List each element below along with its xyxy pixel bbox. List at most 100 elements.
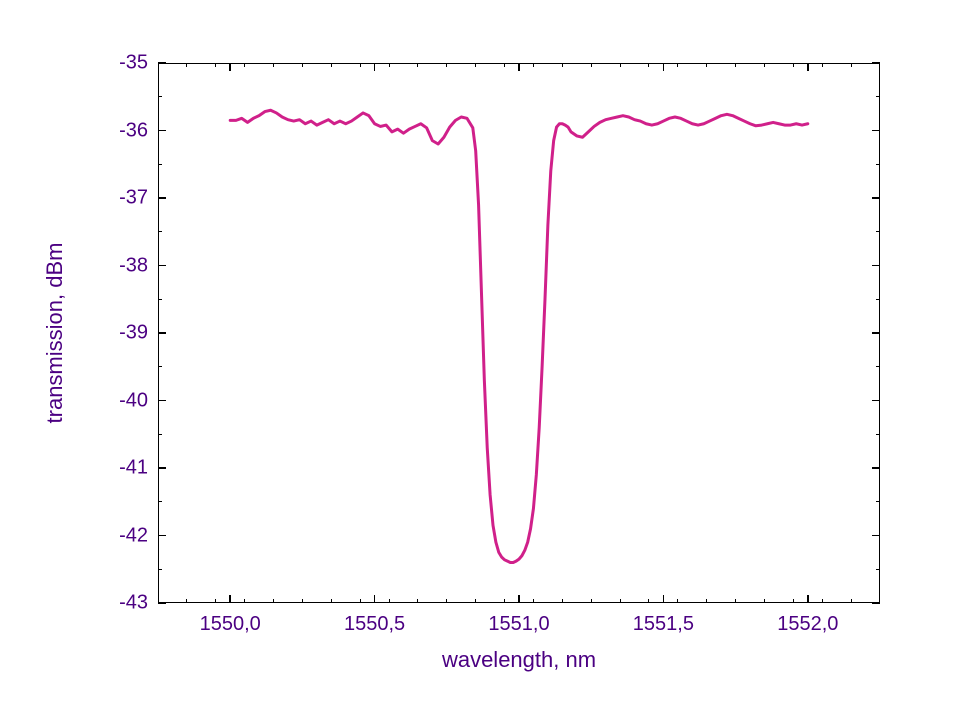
x-tick xyxy=(663,63,665,71)
x-minor-tick xyxy=(591,599,592,603)
x-minor-tick xyxy=(591,63,592,67)
y-tick-label: -40 xyxy=(98,389,148,412)
x-tick xyxy=(229,63,231,71)
x-minor-tick xyxy=(417,599,418,603)
x-minor-tick xyxy=(533,63,534,67)
x-minor-tick xyxy=(851,63,852,67)
y-minor-tick xyxy=(158,231,162,232)
x-minor-tick xyxy=(648,599,649,603)
x-minor-tick xyxy=(822,63,823,67)
y-tick xyxy=(158,602,166,604)
x-minor-tick xyxy=(331,63,332,67)
y-minor-tick xyxy=(876,434,880,435)
x-tick-label: 1550,0 xyxy=(200,613,261,636)
y-minor-tick xyxy=(158,366,162,367)
y-tick-label: -41 xyxy=(98,457,148,480)
x-tick xyxy=(374,63,376,71)
x-tick-label: 1551,5 xyxy=(633,613,694,636)
y-tick xyxy=(872,197,880,199)
y-tick-label: -39 xyxy=(98,322,148,345)
x-minor-tick xyxy=(620,63,621,67)
y-tick-label: -42 xyxy=(98,524,148,547)
y-tick xyxy=(872,467,880,469)
y-tick-label: -43 xyxy=(98,592,148,615)
y-minor-tick xyxy=(158,96,162,97)
x-minor-tick xyxy=(764,63,765,67)
y-minor-tick xyxy=(876,96,880,97)
x-minor-tick xyxy=(533,599,534,603)
x-tick xyxy=(807,63,809,71)
x-tick-label: 1552,0 xyxy=(777,613,838,636)
x-minor-tick xyxy=(793,599,794,603)
x-minor-tick xyxy=(851,599,852,603)
y-tick xyxy=(158,400,166,402)
x-tick-label: 1551,0 xyxy=(488,613,549,636)
x-minor-tick xyxy=(735,599,736,603)
y-tick xyxy=(872,535,880,537)
x-tick xyxy=(807,595,809,603)
y-minor-tick xyxy=(876,501,880,502)
x-minor-tick xyxy=(620,599,621,603)
y-tick xyxy=(158,62,166,64)
x-minor-tick xyxy=(331,599,332,603)
x-tick xyxy=(374,595,376,603)
x-tick xyxy=(518,63,520,71)
y-tick-label: -36 xyxy=(98,119,148,142)
x-minor-tick xyxy=(360,63,361,67)
x-minor-tick xyxy=(446,599,447,603)
y-tick xyxy=(872,265,880,267)
x-minor-tick xyxy=(475,599,476,603)
y-tick-label: -35 xyxy=(98,52,148,75)
y-minor-tick xyxy=(876,299,880,300)
x-minor-tick xyxy=(215,63,216,67)
y-tick xyxy=(158,535,166,537)
x-minor-tick xyxy=(389,63,390,67)
x-tick xyxy=(229,595,231,603)
y-tick xyxy=(158,265,166,267)
transmission-chart: transmission, dBm wavelength, nm -43-42-… xyxy=(0,0,962,722)
y-tick xyxy=(158,467,166,469)
x-minor-tick xyxy=(677,63,678,67)
x-minor-tick xyxy=(302,63,303,67)
y-tick xyxy=(872,130,880,132)
x-minor-tick xyxy=(475,63,476,67)
x-minor-tick xyxy=(822,599,823,603)
y-minor-tick xyxy=(158,569,162,570)
x-minor-tick xyxy=(677,599,678,603)
x-minor-tick xyxy=(504,63,505,67)
y-tick-label: -38 xyxy=(98,254,148,277)
x-minor-tick xyxy=(417,63,418,67)
x-minor-tick xyxy=(735,63,736,67)
y-minor-tick xyxy=(158,164,162,165)
y-tick xyxy=(872,602,880,604)
y-minor-tick xyxy=(876,569,880,570)
y-tick xyxy=(872,62,880,64)
x-minor-tick xyxy=(244,63,245,67)
x-minor-tick xyxy=(186,63,187,67)
y-minor-tick xyxy=(158,434,162,435)
y-tick xyxy=(158,197,166,199)
y-minor-tick xyxy=(158,501,162,502)
x-tick-label: 1550,5 xyxy=(344,613,405,636)
x-minor-tick xyxy=(244,599,245,603)
x-minor-tick xyxy=(186,599,187,603)
y-minor-tick xyxy=(158,299,162,300)
x-minor-tick xyxy=(446,63,447,67)
x-minor-tick xyxy=(706,599,707,603)
x-tick xyxy=(518,595,520,603)
x-tick xyxy=(663,595,665,603)
y-minor-tick xyxy=(876,231,880,232)
x-minor-tick xyxy=(764,599,765,603)
x-minor-tick xyxy=(562,63,563,67)
x-minor-tick xyxy=(360,599,361,603)
x-minor-tick xyxy=(273,63,274,67)
y-tick xyxy=(158,332,166,334)
x-minor-tick xyxy=(302,599,303,603)
y-minor-tick xyxy=(876,366,880,367)
x-minor-tick xyxy=(706,63,707,67)
x-minor-tick xyxy=(562,599,563,603)
x-minor-tick xyxy=(504,599,505,603)
x-minor-tick xyxy=(215,599,216,603)
y-tick xyxy=(158,130,166,132)
y-tick xyxy=(872,400,880,402)
